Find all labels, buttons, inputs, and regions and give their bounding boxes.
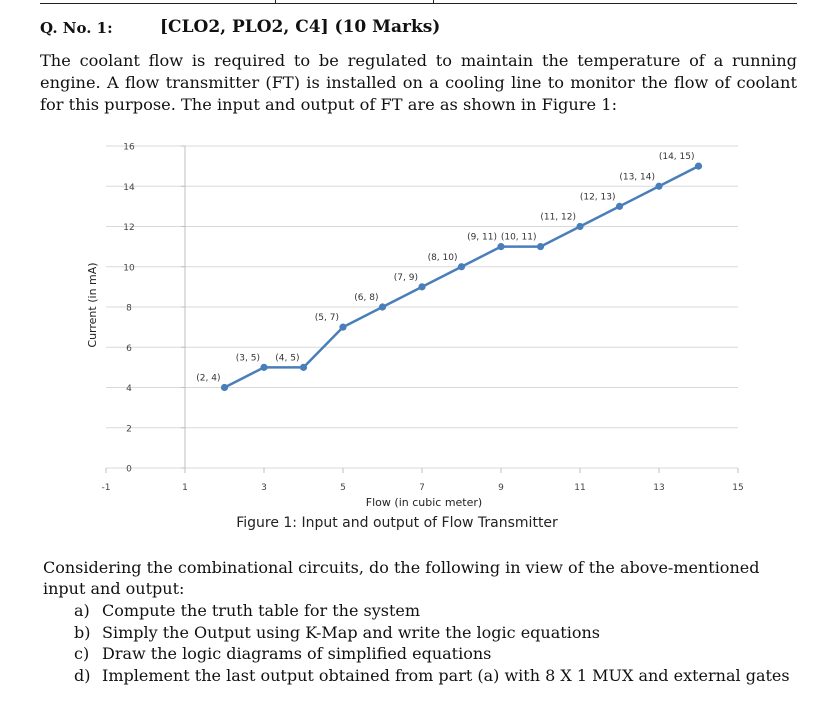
data-point [615, 202, 624, 210]
x-tick-label: 9 [498, 483, 504, 493]
data-point [576, 222, 584, 231]
task-letter: c) [74, 644, 90, 664]
task-item-c: c) Draw the logic diagrams of simplified … [74, 643, 790, 665]
data-label: (7, 9) [394, 273, 418, 283]
tasks-intro: Considering the combinational circuits, … [43, 558, 760, 598]
y-tick-label: 14 [123, 183, 135, 193]
data-label: (5, 7) [315, 313, 339, 323]
data-point [220, 383, 229, 392]
x-tick-label: 3 [261, 483, 267, 493]
data-label: (12, 13) [580, 192, 616, 202]
data-point [536, 243, 545, 251]
x-tick-label: 5 [340, 483, 346, 493]
y-tick-label: 2 [126, 424, 132, 434]
data-point [378, 303, 387, 311]
task-text: Simply the Output using K-Map and write … [102, 622, 600, 642]
x-tick-label: -1 [102, 483, 111, 493]
data-point [260, 363, 268, 371]
question-meta: [CLO2, PLO2, C4] (10 Marks) [160, 17, 441, 37]
task-text: Implement the last output obtained from … [102, 666, 790, 686]
chart-series [220, 162, 703, 392]
task-text: Compute the truth table for the system [102, 601, 421, 620]
data-label: (9, 11) [467, 233, 497, 243]
y-tick-label: 12 [123, 223, 134, 233]
y-tick-label: 6 [126, 344, 132, 354]
data-label: (6, 8) [354, 293, 378, 303]
x-tick-label: 15 [732, 483, 743, 493]
x-tick-label: 11 [574, 483, 585, 493]
task-letter: d) [74, 666, 91, 686]
top-rule [40, 0, 797, 4]
data-point [418, 283, 426, 291]
figure-caption: Figure 1: Input and output of Flow Trans… [236, 515, 558, 531]
data-point [497, 243, 505, 251]
data-label: (4, 5) [275, 353, 299, 363]
y-tick-label: 8 [126, 304, 132, 314]
chart-grid [106, 145, 738, 469]
x-tick-label: 1 [182, 483, 188, 493]
data-label: (11, 12) [540, 213, 576, 223]
y-axis-label: Current (in mA) [86, 262, 99, 347]
data-label: (2, 4) [196, 374, 220, 384]
x-tick-label: 13 [653, 483, 664, 493]
task-item-b: b) Simply the Output using K-Map and writ… [74, 622, 790, 644]
data-label: (3, 5) [236, 353, 260, 363]
task-item-a: a) Compute the truth table for the system [74, 600, 790, 622]
task-letter: b) [74, 622, 91, 642]
task-letter: a) [74, 601, 90, 620]
y-tick-label: 4 [126, 384, 132, 394]
question-intro: The coolant flow is required to be regul… [40, 51, 797, 114]
data-point [339, 323, 347, 331]
task-item-d: d) Implement the last output obtained fro… [74, 665, 790, 687]
data-point [694, 162, 703, 170]
x-axis-label: Flow (in cubic meter) [366, 496, 482, 509]
data-point [457, 263, 466, 271]
data-label: (8, 10) [428, 253, 458, 263]
data-label: (13, 14) [619, 172, 655, 182]
data-point [299, 363, 308, 371]
data-label: (10, 11) [501, 233, 537, 243]
x-tick-label: 7 [419, 483, 425, 493]
chart-data-labels: (2, 4) (3, 5) (4, 5) (5, 7) (6, 8) (7, 9) (8, … [196, 152, 694, 383]
task-text: Draw the logic diagrams of simplified eq… [102, 644, 492, 664]
question-number: Q. No. 1: [40, 19, 113, 37]
y-tick-label: 16 [123, 143, 135, 153]
data-point [655, 182, 663, 190]
task-list: a) Compute the truth table for the system… [74, 600, 790, 687]
y-tick-label: 10 [123, 263, 135, 273]
data-label: (14, 15) [659, 152, 695, 162]
y-tick-label: 0 [126, 465, 132, 475]
